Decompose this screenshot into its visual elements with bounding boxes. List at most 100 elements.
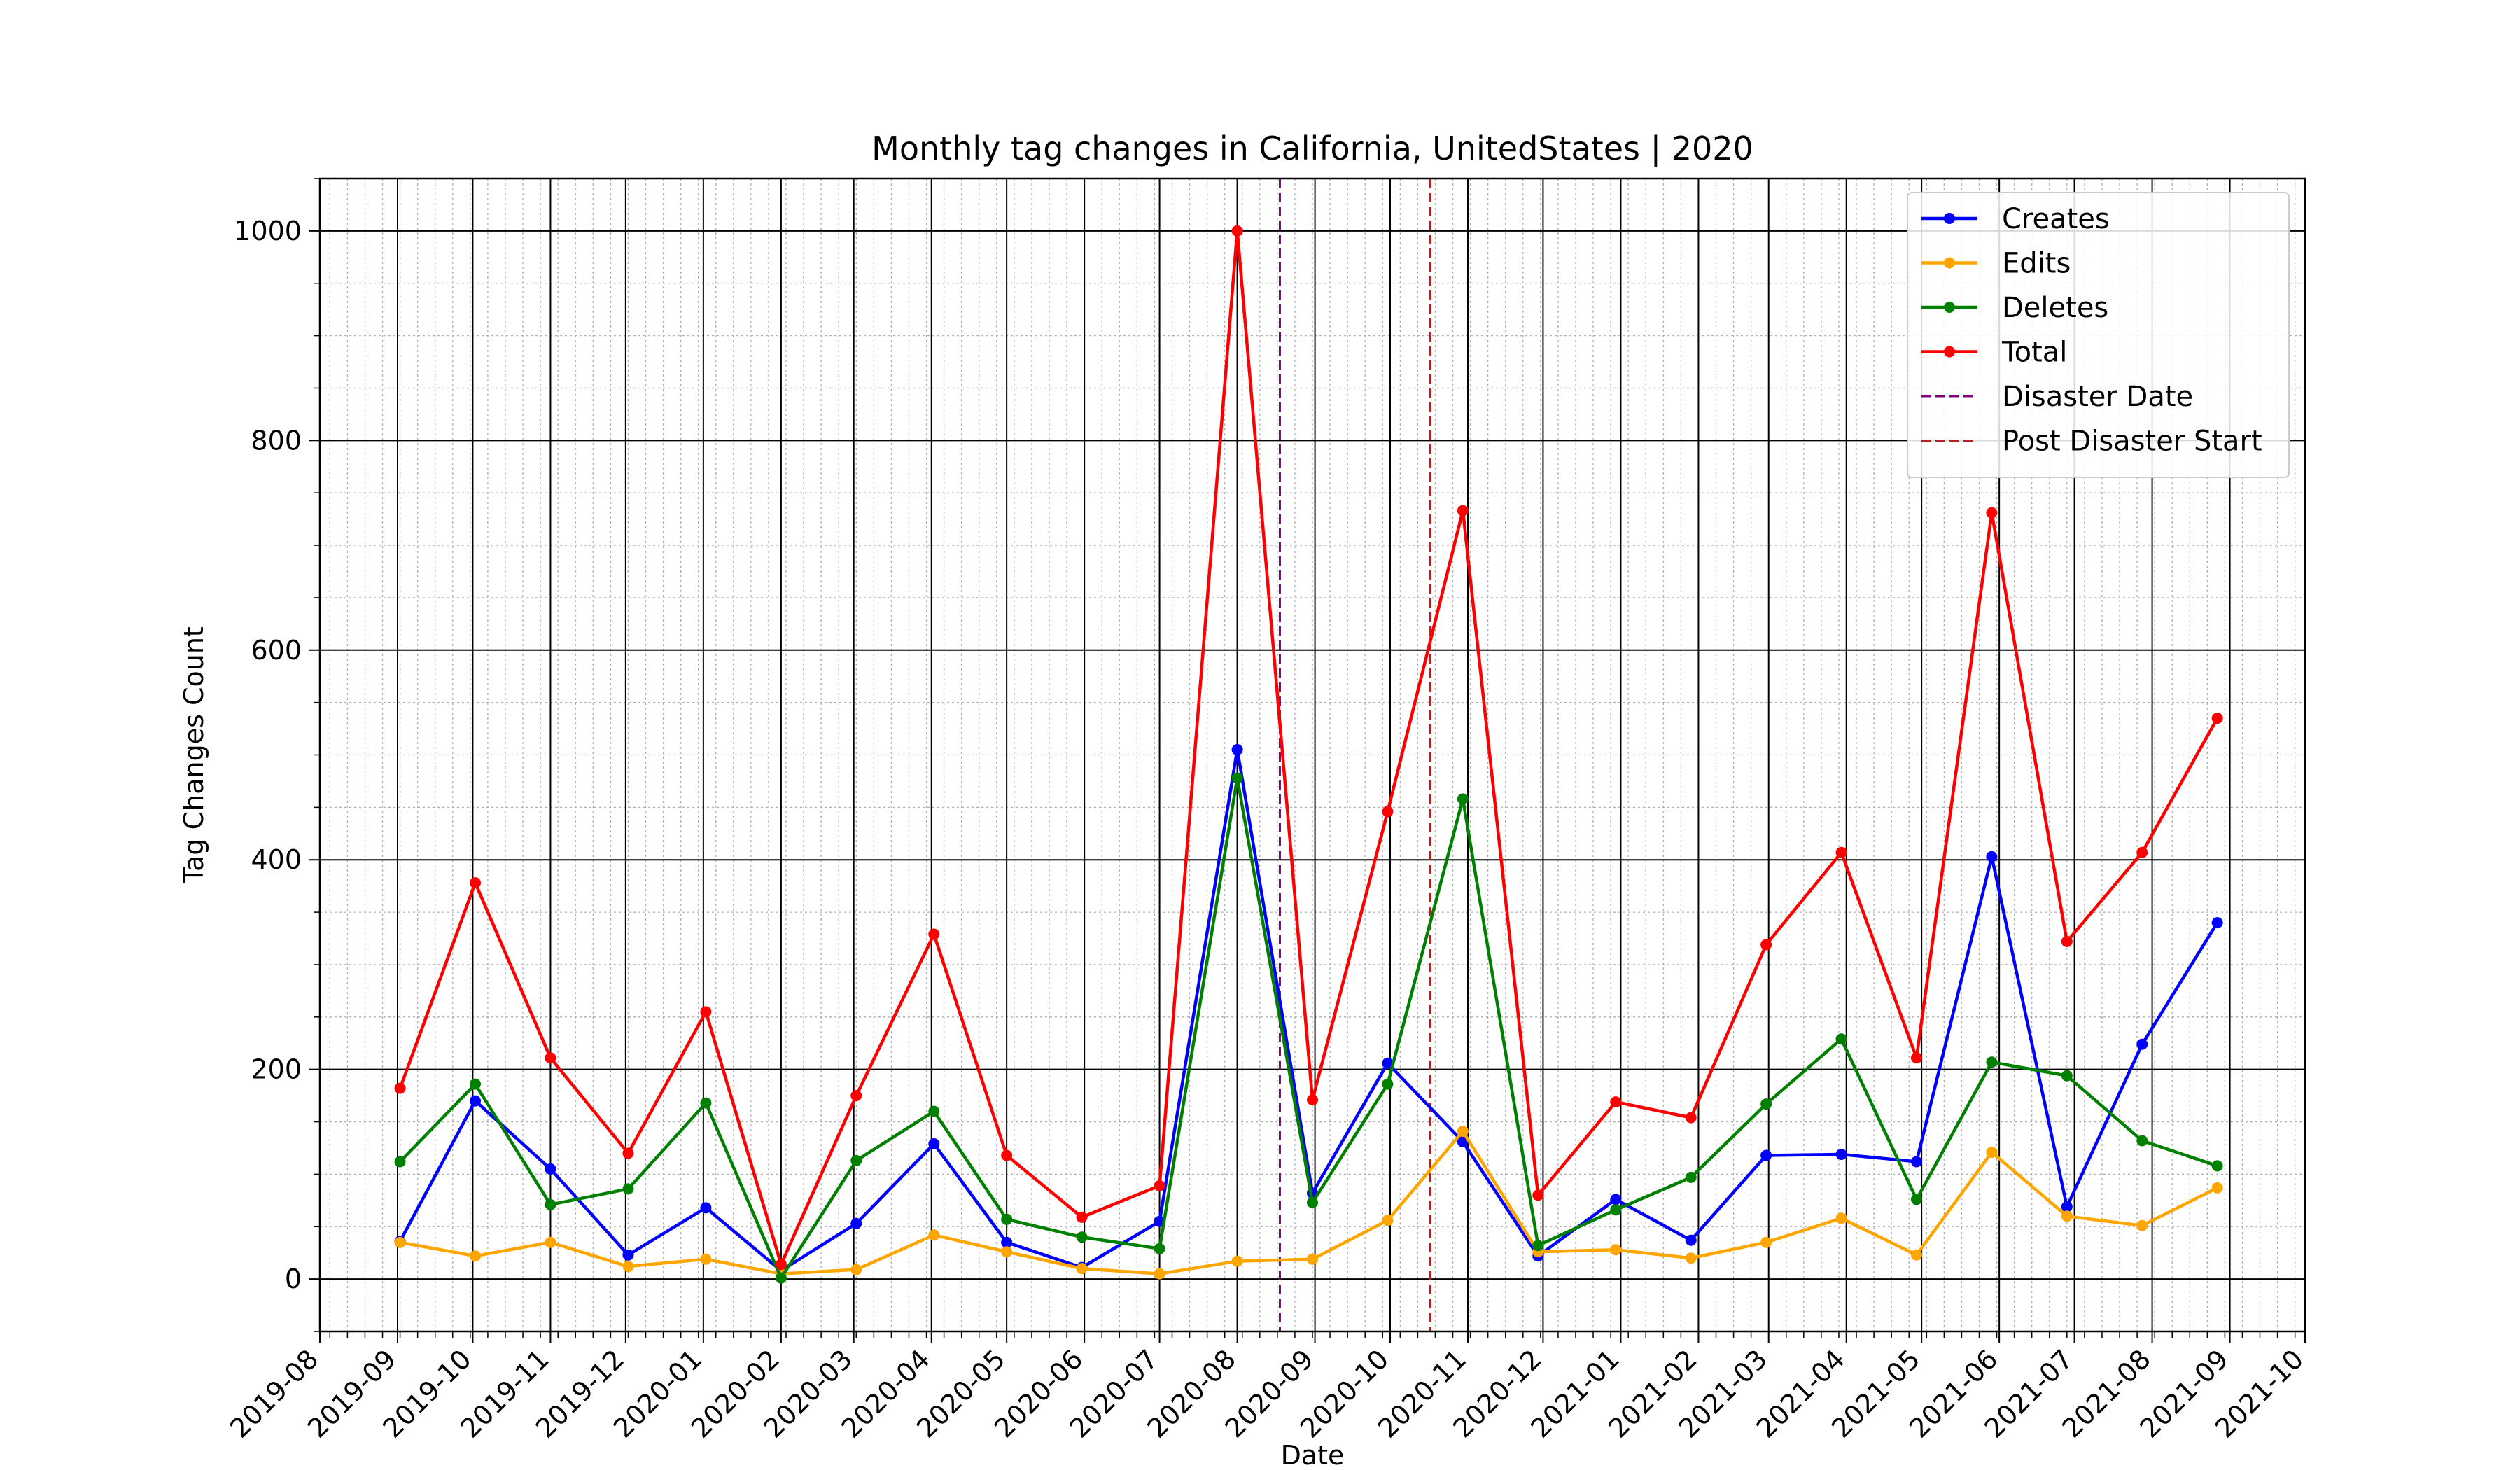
data-point — [850, 1264, 862, 1275]
data-point — [470, 1078, 482, 1090]
data-point — [394, 1082, 406, 1094]
data-point — [1307, 1196, 1318, 1208]
data-point — [2136, 1038, 2148, 1050]
data-point — [1457, 1126, 1469, 1138]
data-point — [850, 1090, 862, 1102]
data-point — [1685, 1171, 1697, 1183]
data-point — [1760, 1149, 1772, 1161]
data-point — [2136, 1135, 2148, 1147]
data-point — [545, 1236, 556, 1248]
y-tick-label: 200 — [251, 1054, 302, 1085]
y-tick-label: 600 — [251, 635, 302, 666]
data-point — [2136, 846, 2148, 858]
data-point — [1760, 1098, 1772, 1110]
y-tick-label: 800 — [251, 425, 302, 456]
legend-label: Deletes — [2002, 292, 2108, 324]
legend-marker — [1944, 257, 1955, 269]
data-point — [850, 1217, 862, 1229]
data-point — [2061, 1200, 2073, 1212]
y-tick-label: 0 — [285, 1264, 302, 1294]
legend-item: Post Disaster Start — [1921, 426, 2262, 458]
data-point — [1685, 1112, 1697, 1124]
data-point — [1307, 1253, 1318, 1265]
data-point — [1001, 1149, 1013, 1161]
y-axis-ticks: 0 200 400 600 800 1000 — [234, 178, 320, 1332]
data-point — [1457, 793, 1469, 805]
y-tick-label: 1000 — [234, 216, 302, 246]
data-point — [700, 1006, 712, 1018]
data-point — [1231, 744, 1243, 756]
data-point — [1610, 1096, 1622, 1108]
data-point — [2211, 917, 2223, 929]
data-point — [394, 1236, 406, 1248]
data-point — [1382, 1057, 1394, 1069]
data-point — [1307, 1094, 1318, 1106]
data-point — [2061, 1210, 2073, 1222]
data-point — [1986, 1056, 1998, 1068]
data-point — [850, 1154, 862, 1166]
data-point — [1231, 772, 1243, 784]
data-point — [1154, 1180, 1166, 1191]
legend-marker — [1944, 213, 1955, 224]
data-point — [1910, 1052, 1922, 1064]
data-point — [775, 1272, 787, 1284]
legend-label: Post Disaster Start — [2002, 426, 2262, 458]
chart-title: Monthly tag changes in California, Unite… — [872, 130, 1754, 168]
data-point — [1685, 1252, 1697, 1264]
data-point — [1001, 1213, 1013, 1225]
data-point — [1610, 1194, 1622, 1205]
data-point — [2211, 1182, 2223, 1194]
legend-box — [1907, 192, 2290, 478]
data-point — [928, 928, 940, 940]
data-point — [1760, 939, 1772, 951]
data-point — [1231, 1255, 1243, 1267]
data-point — [1076, 1211, 1088, 1223]
data-point — [1986, 850, 1998, 862]
data-point — [1001, 1236, 1013, 1248]
data-point — [1835, 1148, 1847, 1160]
data-point — [1001, 1246, 1013, 1258]
data-point — [1231, 225, 1243, 237]
legend: Creates Edits Deletes Total Disaster Date Pos… — [1907, 192, 2290, 478]
data-point — [1154, 1268, 1166, 1280]
legend-item: Deletes — [1921, 292, 2108, 324]
data-point — [622, 1261, 634, 1273]
legend-item: Total — [1921, 337, 2067, 369]
legend-item: Edits — [1921, 248, 2071, 280]
data-point — [1610, 1204, 1622, 1216]
data-point — [1986, 1146, 1998, 1158]
data-point — [545, 1052, 556, 1064]
data-point — [2061, 936, 2073, 948]
data-point — [2136, 1219, 2148, 1231]
data-point — [1076, 1231, 1088, 1243]
legend-item: Disaster Date — [1921, 381, 2193, 413]
data-point — [928, 1105, 940, 1117]
data-point — [1382, 1078, 1394, 1090]
data-point — [1986, 507, 1998, 519]
legend-label: Creates — [2002, 203, 2110, 235]
data-point — [1685, 1234, 1697, 1246]
data-point — [545, 1198, 556, 1210]
data-point — [700, 1097, 712, 1109]
data-point — [1382, 806, 1394, 818]
legend-label: Total — [2001, 337, 2067, 369]
data-point — [470, 1250, 482, 1262]
data-point — [470, 1095, 482, 1107]
legend-label: Disaster Date — [2002, 381, 2193, 413]
event-lines — [1278, 178, 1432, 1331]
data-point — [545, 1163, 556, 1175]
data-point — [2061, 1070, 2073, 1082]
data-point — [1910, 1249, 1922, 1261]
data-point — [1610, 1244, 1622, 1256]
data-point — [1532, 1189, 1544, 1201]
data-point — [700, 1253, 712, 1265]
data-point — [1835, 1212, 1847, 1224]
data-point — [622, 1249, 634, 1261]
data-point — [928, 1229, 940, 1241]
data-point — [1154, 1242, 1166, 1254]
data-point — [1076, 1263, 1088, 1275]
data-point — [2211, 713, 2223, 724]
data-point — [394, 1156, 406, 1168]
data-point — [1835, 846, 1847, 858]
